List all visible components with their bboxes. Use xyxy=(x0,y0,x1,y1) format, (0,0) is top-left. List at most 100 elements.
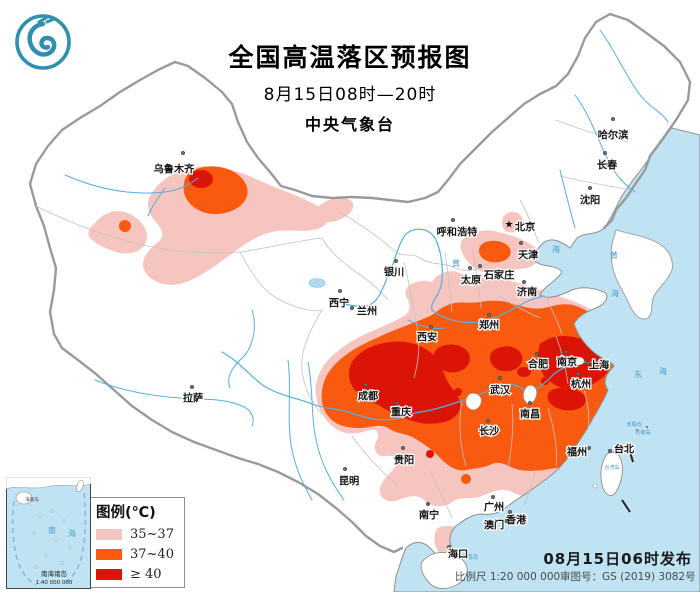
city-label: 呼和浩特 xyxy=(437,226,478,239)
sea-label: 钓鱼岛 xyxy=(635,429,650,436)
city-label: 重庆 xyxy=(391,406,412,419)
valid-period: 8月15日08时—20时 xyxy=(263,84,437,105)
sea-label: 海 xyxy=(552,244,560,254)
sea-label: 黄 xyxy=(610,250,618,260)
legend-swatch-orange xyxy=(96,549,122,560)
city-label: 上海 xyxy=(589,359,610,372)
city-marker xyxy=(393,258,399,264)
city-label: 福州 xyxy=(566,446,587,459)
hainan-island xyxy=(420,551,468,589)
city-label: 长沙 xyxy=(479,425,500,438)
city-label: 郑州 xyxy=(479,319,499,332)
city-marker xyxy=(490,494,496,500)
city-marker xyxy=(518,240,524,246)
sea-label: 海 xyxy=(659,366,667,376)
island-chain-mark-2 xyxy=(621,499,631,513)
issue-time: 08月15日06时发布 xyxy=(543,550,692,568)
rivers xyxy=(64,29,669,501)
city-marker xyxy=(521,279,527,285)
city-marker xyxy=(485,418,491,424)
legend-swatch-red xyxy=(96,569,122,580)
legend-label: 37~40 xyxy=(130,547,174,562)
city-label: 拉萨 xyxy=(183,392,203,405)
city-marker xyxy=(585,360,591,366)
city-marker xyxy=(337,288,343,294)
city-label: 海口 xyxy=(448,548,468,561)
inset-taiwan xyxy=(76,479,84,493)
qinghai-lake xyxy=(308,278,326,288)
approval-number: 审图号：GS (2019) 3082号 xyxy=(560,571,696,583)
legend-label: ≥ 40 xyxy=(130,567,162,582)
sea-label: 东 xyxy=(634,369,642,379)
city-marker xyxy=(342,466,348,472)
agency-name: 中央气象台 xyxy=(304,114,395,134)
city-marker xyxy=(349,305,355,311)
city-marker xyxy=(428,324,434,330)
city-label: 合肥 xyxy=(527,358,549,371)
inset-scale: 1:40 000 000 xyxy=(36,580,73,586)
inset-dash-line-west xyxy=(11,500,37,586)
city-label: 杭州 xyxy=(571,378,591,391)
city-marker xyxy=(477,263,483,269)
diaoyu-islet-dot xyxy=(636,429,638,431)
city-label: 西安 xyxy=(417,331,437,344)
city-marker xyxy=(507,509,513,515)
city-label: 成都 xyxy=(358,390,379,403)
inset-sea-char: 南 xyxy=(48,525,56,535)
inset-hainan-label: 海南岛 xyxy=(25,496,39,503)
city-marker xyxy=(563,349,569,355)
sea-label: 赤尾屿 xyxy=(626,421,641,428)
province-borders xyxy=(35,119,633,519)
city-marker xyxy=(363,382,369,388)
city-label: 台北 xyxy=(614,443,635,456)
inset-islands-label: 南海诸岛 xyxy=(41,569,67,578)
city-marker xyxy=(189,384,195,390)
city-marker xyxy=(602,150,608,156)
city-label: 银川 xyxy=(384,266,404,279)
city-marker xyxy=(586,445,592,451)
sea-label: 台湾岛 xyxy=(604,464,619,471)
city-marker xyxy=(587,185,593,191)
city-label: 南宁 xyxy=(419,509,439,522)
city-label: 乌鲁木齐 xyxy=(154,163,196,176)
city-marker xyxy=(467,265,473,271)
city-marker xyxy=(610,116,616,122)
city-label: 天津 xyxy=(518,249,538,262)
city-label: 香港 xyxy=(506,514,527,527)
lakes xyxy=(308,278,585,410)
city-label: 澳门 xyxy=(484,519,504,532)
city-label: 武汉 xyxy=(490,384,511,397)
legend-row-40-plus: ≥ 40 xyxy=(96,567,184,582)
legend-swatch-pink xyxy=(96,529,122,540)
capital-star-marker: ★ xyxy=(505,220,514,231)
page-title: 全国高温落区预报图 xyxy=(228,43,472,72)
national-border xyxy=(28,12,692,554)
city-label: 南昌 xyxy=(520,408,540,421)
city-label: 西宁 xyxy=(329,297,349,310)
city-label: 沈阳 xyxy=(580,194,600,207)
city-marker xyxy=(425,501,431,507)
river-label: 黄 xyxy=(452,258,460,268)
city-marker xyxy=(527,400,533,406)
chiwei-islet-dot xyxy=(646,426,648,428)
legend-title: 图例(℃) xyxy=(96,505,156,521)
title-block: 全国高温落区预报图 8月15日08时—20时 中央气象台 xyxy=(120,43,580,135)
legend-row-35-37: 35~37 xyxy=(96,527,184,542)
city-label: 广州 xyxy=(484,501,504,514)
legend-box: 图例(℃) 35~37 37~40 ≥ 40 xyxy=(89,497,185,588)
island-chain-mark xyxy=(629,451,634,463)
inset-islets xyxy=(32,509,72,569)
city-label: 北京 xyxy=(515,221,535,234)
taiwan-island xyxy=(600,451,623,496)
city-label: 长春 xyxy=(597,159,618,172)
south-china-sea-inset: 南 海 海南岛 南海诸岛 1:40 000 000 xyxy=(6,477,91,589)
city-label: 济南 xyxy=(517,286,537,299)
city-marker xyxy=(394,400,400,406)
city-marker xyxy=(180,150,186,156)
city-marker xyxy=(503,518,509,524)
tai-lake xyxy=(573,356,585,366)
cma-logo xyxy=(13,12,73,72)
